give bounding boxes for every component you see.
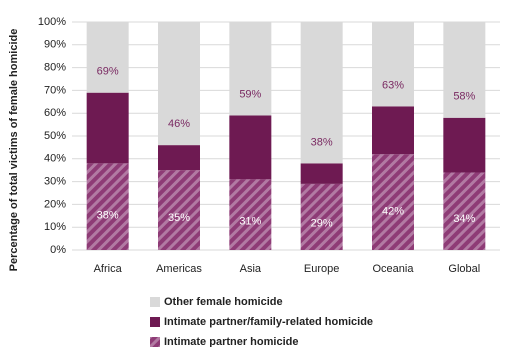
bar-segment [443,172,486,250]
value-label: 29% [311,217,333,229]
value-label: 42% [382,206,404,218]
bar-segment [300,163,343,184]
total-label: 69% [97,66,119,78]
bar-segment [372,154,414,250]
y-axis-label: Percentage of total victims of female ho… [8,29,20,272]
y-tick-label: 40% [44,153,66,165]
legend-swatch [150,337,160,347]
value-label: 31% [239,216,261,228]
total-label: 38% [311,136,333,148]
x-tick-label: Europe [304,263,339,275]
bar-segment [229,179,272,250]
bar-segment [158,170,200,250]
bar-segment [229,115,272,180]
bar-segment [372,22,414,107]
bar-segment [300,22,343,164]
y-tick-label: 90% [44,39,66,51]
y-tick-label: 0% [50,244,66,256]
bar-segment [443,117,486,173]
y-tick-label: 100% [38,16,66,28]
value-label: 35% [168,212,190,224]
bar-segment [86,92,129,164]
value-label: 34% [453,213,475,225]
bar-segment [300,183,343,250]
y-tick-label: 50% [44,130,66,142]
total-label: 59% [239,88,261,100]
legend-swatch [150,297,160,307]
bar-segment [158,145,200,171]
value-label: 38% [97,209,119,221]
x-tick-label: Asia [240,263,262,275]
total-label: 63% [382,79,404,91]
legend-label: Intimate partner/family-related homicide [164,316,373,328]
total-label: 46% [168,118,190,130]
bar-segment [158,22,200,146]
y-tick-label: 70% [44,84,66,96]
x-tick-label: Oceania [373,263,415,275]
bar-segment [372,106,414,155]
legend-swatch [150,317,160,327]
x-tick-label: Africa [94,263,123,275]
x-tick-label: Global [448,263,480,275]
y-tick-label: 20% [44,198,66,210]
bar-segment [443,22,486,118]
bar-segment [86,22,129,93]
legend-label: Other female homicide [164,296,283,308]
y-tick-label: 60% [44,107,66,119]
bar-segment [86,163,129,250]
y-tick-label: 10% [44,221,66,233]
total-label: 58% [453,91,475,103]
legend-label: Intimate partner homicide [164,336,298,347]
bar-segment [229,22,272,116]
x-tick-label: Americas [156,263,202,275]
y-tick-label: 30% [44,176,66,188]
y-tick-label: 80% [44,62,66,74]
